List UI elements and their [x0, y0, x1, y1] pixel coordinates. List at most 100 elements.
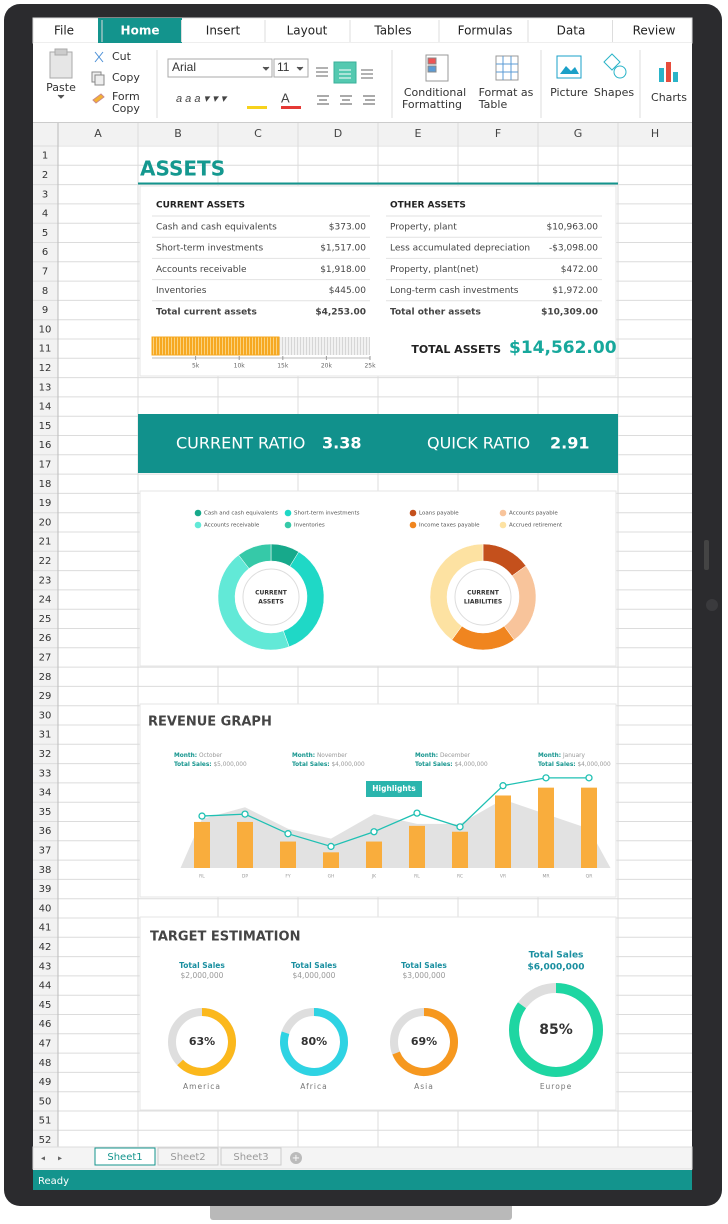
item-value: $1,517.00 [320, 244, 366, 254]
row-header[interactable]: 35 [39, 807, 52, 818]
row-header[interactable]: 10 [39, 324, 52, 335]
column-header[interactable]: F [495, 127, 501, 140]
callout: Total Sales: $5,000,000 [174, 762, 247, 768]
row-header[interactable]: 17 [39, 459, 52, 470]
row-header[interactable]: 20 [39, 517, 52, 528]
row-header[interactable]: 5 [42, 228, 48, 239]
row-header[interactable]: 12 [39, 363, 52, 374]
form-copy-label[interactable]: Copy [112, 102, 140, 115]
row-header[interactable]: 2 [42, 170, 48, 181]
menu-tab[interactable]: Layout [287, 24, 328, 38]
row-header[interactable]: 13 [39, 382, 52, 393]
sheet-tab-label[interactable]: Sheet1 [107, 1152, 142, 1163]
row-header[interactable]: 39 [39, 884, 52, 895]
row-header[interactable]: 32 [39, 749, 52, 760]
charts-label[interactable]: Charts [651, 91, 687, 104]
row-header[interactable]: 19 [39, 498, 52, 509]
font-name[interactable]: Arial [172, 60, 196, 74]
row-header[interactable]: 26 [39, 633, 52, 644]
column-header[interactable]: H [651, 127, 659, 140]
row-header[interactable]: 8 [42, 286, 48, 297]
sheet-tab[interactable] [220, 1147, 282, 1166]
row-header[interactable]: 3 [42, 189, 48, 200]
cut-label[interactable]: Cut [112, 50, 132, 63]
row-header[interactable]: 22 [39, 556, 52, 567]
row-header[interactable]: 30 [39, 710, 52, 721]
item-value: $10,963.00 [546, 223, 598, 233]
column-header[interactable]: B [174, 127, 182, 140]
row-header[interactable]: 7 [42, 266, 48, 277]
column-header[interactable]: E [415, 127, 422, 140]
highlight-badge[interactable] [366, 781, 422, 797]
row-header[interactable]: 28 [39, 672, 52, 683]
row-header[interactable]: 51 [39, 1116, 52, 1127]
row-header[interactable]: 9 [42, 305, 48, 316]
row-header[interactable]: 34 [39, 788, 52, 799]
row-header[interactable]: 40 [39, 903, 52, 914]
row-header[interactable]: 29 [39, 691, 52, 702]
row-header[interactable]: 44 [39, 981, 52, 992]
menu-tab[interactable]: Home [121, 24, 160, 38]
menu-tab[interactable]: Data [557, 24, 586, 38]
row-header[interactable]: 18 [39, 479, 52, 490]
menu-tab[interactable]: Insert [206, 24, 241, 38]
sheet-tab-label[interactable]: Sheet2 [170, 1152, 205, 1163]
row-header[interactable]: 42 [39, 942, 52, 953]
row-header[interactable]: 38 [39, 865, 52, 876]
row-header[interactable]: 36 [39, 826, 52, 837]
paste-label[interactable]: Paste [46, 81, 76, 94]
highlight-label[interactable]: Highlights [372, 784, 416, 793]
column-header[interactable]: G [574, 127, 583, 140]
row-header[interactable]: 6 [42, 247, 48, 258]
row-header[interactable]: 43 [39, 961, 52, 972]
row-header[interactable]: 21 [39, 537, 52, 548]
next-sheet[interactable]: ▸ [58, 1154, 62, 1163]
format-table-label[interactable]: Format as [479, 86, 534, 99]
copy-label[interactable]: Copy [112, 71, 140, 84]
format-table-label[interactable]: Table [478, 98, 508, 111]
row-header[interactable]: 25 [39, 614, 52, 625]
row-header[interactable]: 11 [39, 344, 52, 355]
row-header[interactable]: 33 [39, 768, 52, 779]
font-size[interactable]: 11 [277, 60, 290, 74]
conditional-label[interactable]: Formatting [402, 98, 462, 111]
row-header[interactable]: 46 [39, 1019, 52, 1030]
column-header[interactable]: D [334, 127, 342, 140]
menu-tab[interactable]: Formulas [458, 24, 513, 38]
conditional-label[interactable]: Conditional [404, 86, 466, 99]
menu-tab[interactable]: File [54, 24, 74, 38]
column-header[interactable]: A [94, 127, 102, 140]
callout-value: $4,000,000 [454, 762, 488, 768]
prev-sheet[interactable]: ◂ [41, 1154, 45, 1163]
sheet-tab[interactable] [94, 1147, 156, 1166]
picture-label[interactable]: Picture [550, 86, 588, 99]
row-header[interactable]: 15 [39, 421, 52, 432]
add-sheet[interactable] [290, 1152, 302, 1164]
row-header[interactable]: 49 [39, 1077, 52, 1088]
row-header[interactable]: 27 [39, 652, 52, 663]
row-header[interactable]: 23 [39, 575, 52, 586]
column-header[interactable]: C [254, 127, 262, 140]
font-color-button[interactable]: A [281, 90, 290, 105]
row-header[interactable]: 16 [39, 440, 52, 451]
row-header[interactable]: 31 [39, 730, 52, 741]
row-header[interactable]: 1 [42, 151, 48, 162]
row-header[interactable]: 14 [39, 402, 52, 413]
form-copy-label[interactable]: Form [112, 90, 140, 103]
menu-tab[interactable]: Tables [373, 24, 411, 38]
row-header[interactable]: 24 [39, 595, 52, 606]
format-buttons[interactable]: a a a ▾ ▾ ▾ [176, 93, 228, 105]
row-header[interactable]: 45 [39, 1000, 52, 1011]
row-header[interactable]: 47 [39, 1038, 52, 1049]
add-sheet-icon[interactable]: + [292, 1153, 300, 1164]
row-header[interactable]: 41 [39, 923, 52, 934]
row-header[interactable]: 48 [39, 1058, 52, 1069]
row-header[interactable]: 4 [42, 209, 48, 220]
row-header[interactable]: 52 [39, 1135, 52, 1146]
sheet-tab[interactable] [157, 1147, 219, 1166]
row-header[interactable]: 50 [39, 1096, 52, 1107]
shapes-label[interactable]: Shapes [594, 86, 634, 99]
sheet-tab-label[interactable]: Sheet3 [233, 1152, 268, 1163]
row-header[interactable]: 37 [39, 845, 52, 856]
menu-tab[interactable]: Review [633, 24, 676, 38]
